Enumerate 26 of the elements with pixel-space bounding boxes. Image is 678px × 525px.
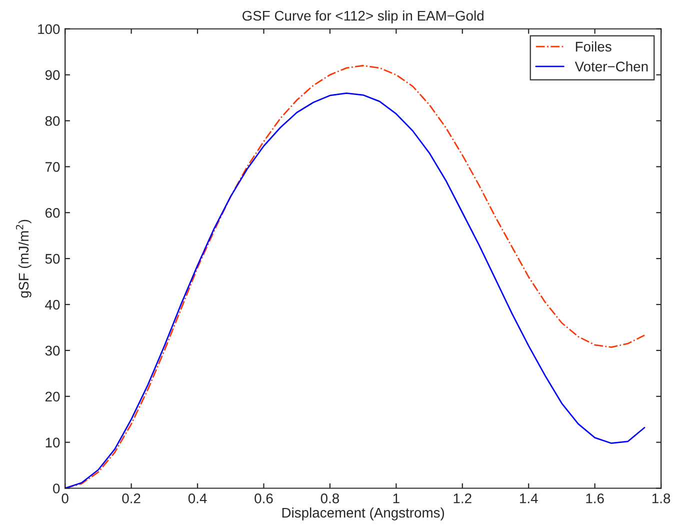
x-tick-label: 1 [393,494,400,504]
y-tick-label: 20 [45,392,60,402]
y-axis-title: gSF (mJ/m$^{2}$) [16,220,32,298]
x-tick-label: 0.4 [188,493,207,504]
x-axis-title: Displacement (Angstroms) [282,507,444,520]
x-tick-label: 1.4 [520,494,538,504]
y-tick-label: 100 [38,24,60,34]
y-tick-label: 80 [45,116,60,126]
y-tick-label: 70 [45,162,60,172]
legend-label: Voter−Chen [574,61,648,72]
y-tick-label: 90 [45,70,60,80]
x-tick-label: 1.2 [454,493,472,504]
legend-label: Foiles [576,41,612,52]
y-tick-label: 30 [45,346,60,356]
x-tick-label: 0.8 [320,493,340,504]
x-tick-label: 1.6 [586,493,604,504]
x-tick-label: 1.8 [652,493,670,504]
x-tick-label: 0.2 [122,493,140,504]
x-tick-label: 0 [62,493,68,504]
y-tick-label: 50 [45,254,60,264]
y-tick-label: 60 [45,208,60,218]
chart-title: GSF Curve for <112> slip in EAM−Gold [242,10,484,24]
y-tick-label: 0 [53,484,60,494]
y-tick-label: 40 [45,300,60,310]
y-tick-label: 10 [46,438,60,448]
x-tick-label: 0.6 [254,493,273,504]
